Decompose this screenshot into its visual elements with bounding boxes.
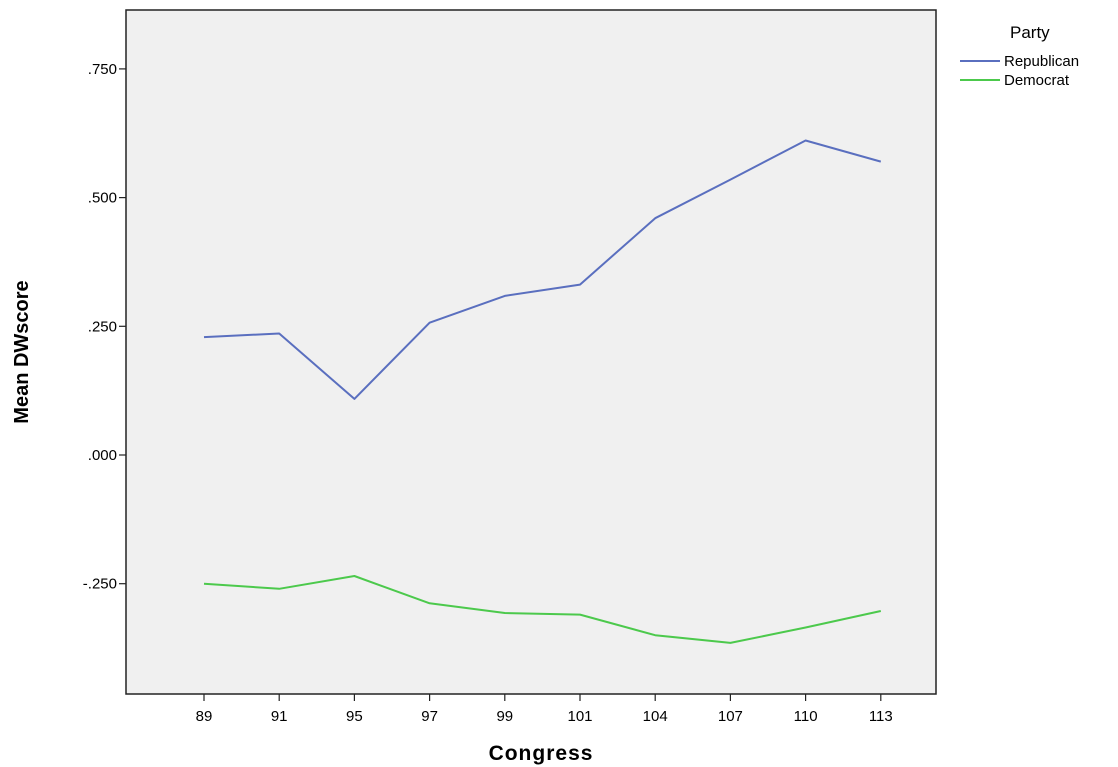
- x-axis-title: Congress: [489, 742, 594, 765]
- legend-title: Party: [1010, 23, 1050, 42]
- y-tick-label: -.250: [83, 576, 117, 593]
- series-line-democrat: [203, 575, 882, 644]
- legend-label-democrat: Democrat: [1004, 72, 1070, 89]
- legend-label-republican: Republican: [1004, 53, 1079, 70]
- plot-area: [125, 9, 937, 695]
- x-tick-label: 113: [869, 708, 893, 725]
- series-layer: [203, 139, 882, 644]
- x-axis: 89 91 95 97 99 101 104 107 110 113: [196, 694, 893, 725]
- y-tick-label: .500: [88, 190, 117, 207]
- x-tick-label: 91: [271, 708, 288, 725]
- x-tick-label: 97: [421, 708, 438, 725]
- x-tick-label: 110: [794, 708, 818, 725]
- x-tick-label: 101: [567, 708, 592, 725]
- x-tick-label: 104: [643, 708, 668, 725]
- y-tick-label: .750: [88, 61, 117, 78]
- x-tick-label: 95: [346, 708, 363, 725]
- legend: Party Republican Democrat: [960, 23, 1079, 89]
- y-axis-title: Mean DWscore: [11, 280, 33, 423]
- x-tick-label: 99: [496, 708, 513, 725]
- y-axis: .750 .500 .250 .000 -.250: [83, 61, 126, 593]
- y-tick-label: .000: [88, 447, 117, 464]
- x-tick-label: 89: [196, 708, 213, 725]
- y-tick-label: .250: [88, 318, 117, 335]
- x-tick-label: 107: [718, 708, 743, 725]
- series-line-republican: [203, 139, 882, 400]
